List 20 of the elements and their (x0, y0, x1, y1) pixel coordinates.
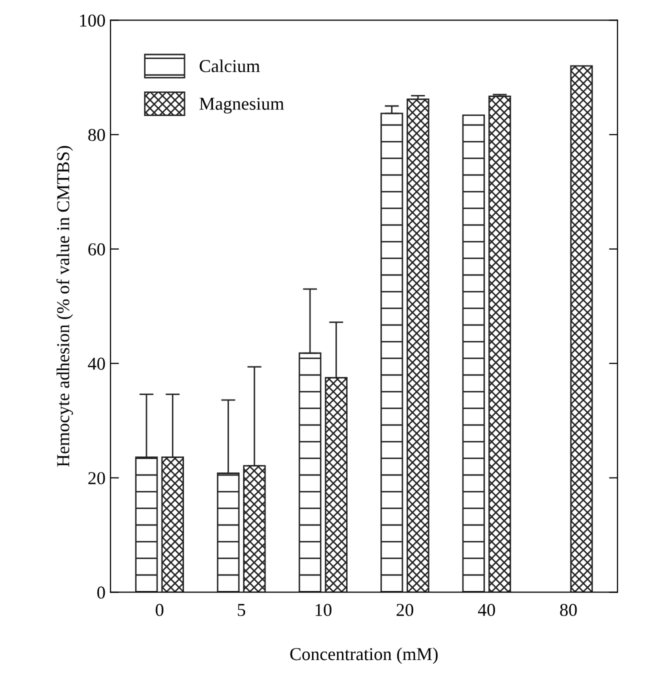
y-tick-label: 100 (80, 14, 105, 27)
y-tick-label: 0 (97, 586, 105, 599)
x-tick-label: 5 (238, 604, 246, 616)
bar (488, 96, 512, 592)
x-tick-label: 20 (396, 604, 414, 616)
x-tick-label: 0 (156, 604, 164, 616)
x-axis-title: Concentration (mM) (290, 648, 438, 664)
bar (570, 65, 593, 592)
x-tick-label: 10 (316, 604, 332, 616)
legend-label: Magnesium (199, 98, 284, 114)
bar (462, 114, 485, 592)
y-axis-title: Hemocyte adhesion (% of value in CMTBS) (56, 146, 73, 467)
x-tick-label: 40 (478, 604, 495, 616)
y-tick-label: 60 (88, 243, 105, 256)
y-tick-label: 80 (88, 128, 105, 142)
x-tick-label: 80 (560, 604, 577, 616)
y-tick-label: 40 (88, 358, 105, 370)
legend-label: Calcium (200, 59, 260, 72)
y-tick-label: 20 (88, 472, 105, 484)
bar (406, 98, 430, 592)
